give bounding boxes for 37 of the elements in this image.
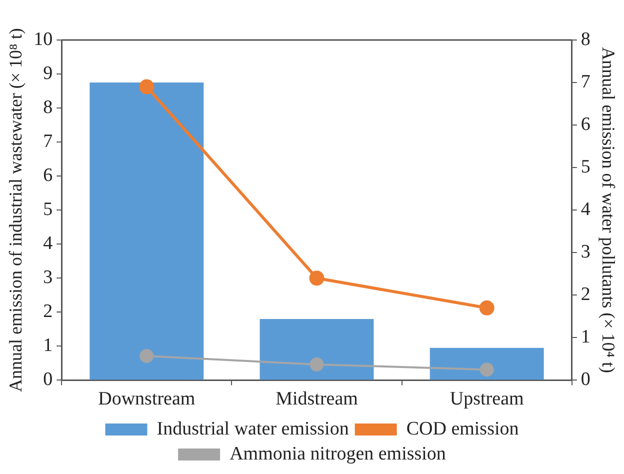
y-tick-label: 4: [43, 233, 54, 254]
y-tick-label: 6: [43, 165, 53, 186]
y-tick-label: 3: [43, 267, 53, 288]
bar: [430, 348, 544, 380]
y2-tick-label: 5: [580, 156, 590, 178]
y2-tick-label: 7: [580, 72, 590, 93]
point: [309, 270, 324, 286]
bar: [260, 318, 374, 380]
point: [480, 362, 494, 377]
y-tick-label: 0: [43, 369, 53, 390]
y2-tick-label: 1: [580, 326, 590, 348]
y2-tick-label: 3: [580, 242, 590, 263]
x-tick-label: Midstream: [276, 388, 358, 410]
y-tick-label: 10: [34, 28, 53, 50]
point: [479, 300, 494, 316]
y2-tick-label: 0: [580, 369, 590, 390]
legend-label: COD emission: [406, 418, 520, 440]
x-tick-label: Upstream: [450, 388, 524, 410]
y-tick-label: 8: [43, 97, 53, 118]
y2-axis-title: Annual emission of water pollutants (× 10⁴ t): [598, 47, 618, 374]
y-tick-label: 7: [43, 131, 53, 152]
y-tick-label: 1: [43, 335, 53, 356]
y2-tick-label: 8: [580, 28, 590, 50]
point: [139, 79, 154, 94]
legend-label: Industrial water emission: [156, 418, 350, 440]
y-tick-label: 5: [43, 199, 53, 220]
y-tick-label: 2: [43, 301, 53, 322]
y-tick-label: 9: [43, 63, 53, 84]
point: [140, 348, 154, 363]
y-axis-title: Annual emission of industrial wastewater (× 10⁸ t): [6, 28, 26, 392]
x-tick-label: Downstream: [98, 388, 196, 410]
y2-tick-label: 2: [580, 284, 590, 306]
point: [310, 357, 324, 372]
y2-tick-label: 4: [580, 199, 591, 220]
y2-tick-label: 6: [580, 114, 590, 136]
legend-label: Ammonia nitrogen emission: [230, 443, 446, 464]
bar: [90, 82, 204, 380]
